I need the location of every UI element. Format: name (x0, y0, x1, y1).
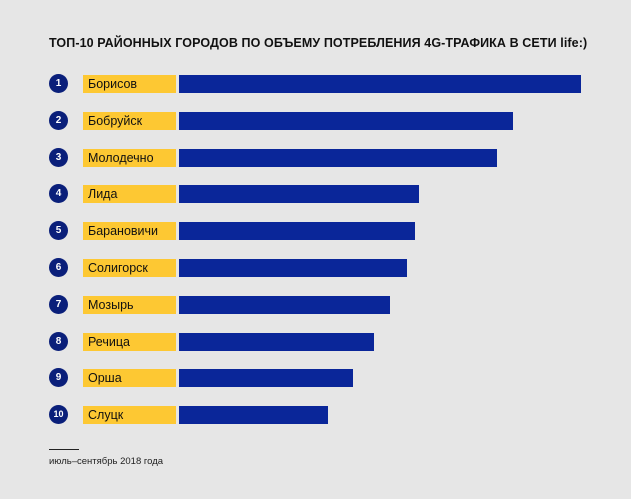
rank-badge: 2 (49, 110, 68, 130)
category-label: Бобруйск (83, 111, 176, 130)
bar (179, 295, 390, 314)
bar (179, 111, 514, 130)
bar (179, 148, 498, 167)
bar-row: 4 Лида (0, 184, 631, 204)
bar (179, 259, 408, 277)
bar (179, 332, 375, 351)
rank-badge: 7 (49, 294, 68, 314)
rank-badge: 9 (49, 368, 68, 388)
bar-row: 2 Бобруйск (0, 110, 631, 131)
footnote: июль–сентябрь 2018 года (49, 456, 164, 467)
bar-row: 8 Речица (0, 331, 631, 352)
bar-row: 3 Молодечно (0, 147, 631, 168)
footnote-divider (49, 449, 79, 450)
category-label: Солигорск (83, 259, 176, 277)
bar-row: 1 Борисов (0, 74, 631, 94)
bar-row: 5 Барановичи (0, 221, 631, 241)
chart-title: ТОП-10 РАЙОННЫХ ГОРОДОВ ПО ОБЪЕМУ ПОТРЕБ… (49, 36, 588, 50)
category-label: Слуцк (83, 406, 176, 425)
rank-badge: 1 (49, 74, 68, 93)
category-label: Молодечно (83, 148, 176, 167)
bar (179, 406, 328, 425)
bar (179, 185, 420, 204)
category-label: Орша (83, 369, 176, 388)
rank-badge: 5 (49, 221, 68, 241)
bar (179, 222, 416, 241)
bar-row: 10 Слуцк (0, 405, 631, 425)
rank-badge: 6 (49, 258, 68, 277)
bar-row: 7 Мозырь (0, 294, 631, 315)
bar-row: 9 Орша (0, 368, 631, 388)
category-label: Барановичи (83, 222, 176, 241)
rank-badge: 8 (49, 331, 68, 351)
category-label: Мозырь (83, 295, 176, 314)
bar (179, 75, 581, 93)
category-label: Лида (83, 185, 176, 204)
category-label: Речица (83, 332, 176, 351)
bar-row: 6 Солигорск (0, 258, 631, 278)
rank-badge: 3 (49, 147, 68, 167)
category-label: Борисов (83, 75, 176, 93)
rank-badge: 4 (49, 184, 68, 204)
bar (179, 369, 354, 388)
rank-badge: 10 (49, 405, 68, 425)
